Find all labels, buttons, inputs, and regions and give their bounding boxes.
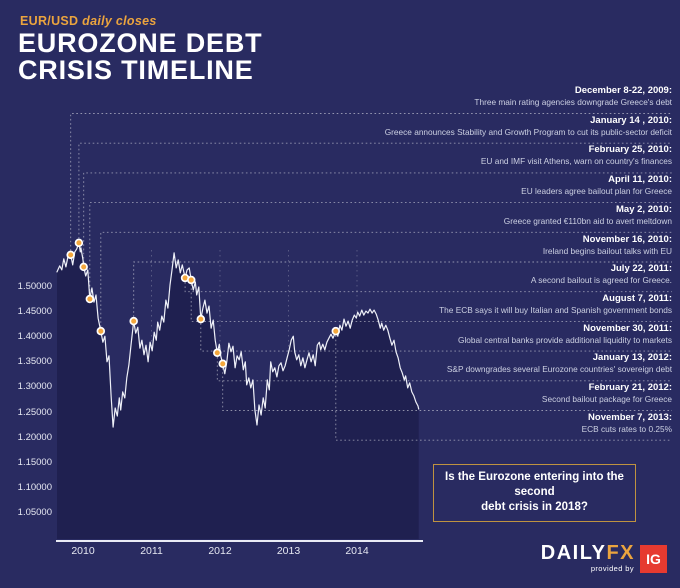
event-connector-line: [222, 363, 672, 411]
brand-wordmark: DAILYFX provided by: [541, 543, 635, 573]
ig-logo: IG: [640, 545, 667, 573]
event-row: November 7, 2013: ECB cuts rates to 0.25%: [242, 411, 672, 440]
event-date: May 2, 2010:: [616, 203, 672, 215]
event-date: August 7, 2011:: [602, 292, 672, 304]
chart-subtitle: EUR/USD daily closes: [20, 14, 157, 28]
event-row: February 21, 2012: Second bailout package…: [242, 381, 672, 410]
event-description: Greece announces Stability and Growth Pr…: [384, 126, 672, 137]
event-row: November 16, 2010: Ireland begins bailout…: [242, 233, 672, 262]
event-date: April 11, 2010:: [608, 174, 672, 186]
event-description: S&P downgrades several Eurozone countrie…: [446, 364, 672, 375]
y-tick-label: 1.35000: [17, 356, 52, 368]
y-tick-label: 1.20000: [17, 431, 52, 443]
x-tick-label: 2010: [71, 545, 95, 557]
event-marker-dot: [85, 294, 95, 304]
event-row: January 13, 2012: S&P downgrades several …: [242, 351, 672, 380]
y-tick-label: 1.25000: [17, 406, 52, 418]
event-date: November 30, 2011:: [583, 322, 672, 334]
event-row: January 14 , 2010: Greece announces Stabi…: [242, 114, 672, 143]
subtitle-daily-closes: daily closes: [82, 14, 157, 28]
event-row: April 11, 2010: EU leaders agree bailout …: [242, 173, 672, 202]
event-date: November 16, 2010:: [582, 233, 672, 245]
event-row: July 22, 2011: A second bailout is agreed…: [242, 262, 672, 291]
dailyfx-logo: DAILYFX provided by IG: [541, 543, 667, 573]
event-description: Three main rating agencies downgrade Gre…: [474, 97, 672, 107]
event-marker-dot: [66, 250, 75, 260]
event-row: December 8-22, 2009: Three main rating ag…: [242, 84, 672, 113]
event-row: August 7, 2011: The ECB says it will buy …: [242, 292, 672, 321]
event-marker-dot: [218, 359, 227, 369]
question-callout-box: Is the Eurozone entering into the second…: [433, 464, 636, 522]
event-description: Greece granted €110bn aid to avert meltd…: [503, 215, 672, 226]
event-description: Global central banks provide additional …: [458, 334, 672, 345]
event-connector-line: [335, 331, 672, 441]
event-marker-dot: [129, 316, 138, 326]
x-tick-label: 2011: [140, 545, 163, 557]
y-tick-label: 1.30000: [17, 381, 52, 393]
y-tick-label: 1.10000: [17, 481, 52, 493]
event-date: January 13, 2012:: [592, 352, 672, 364]
event-connector-line: [100, 231, 672, 332]
event-date: December 8-22, 2009:: [574, 85, 672, 96]
event-marker-dot: [79, 262, 88, 272]
y-tick-label: 1.40000: [17, 331, 52, 343]
event-date: February 25, 2010:: [588, 144, 672, 156]
event-marker-dot: [196, 314, 206, 324]
event-description: EU and IMF visit Athens, warn on country…: [480, 156, 672, 167]
question-line-1: Is the Eurozone entering into the second: [445, 471, 624, 498]
event-connector-line: [83, 172, 672, 267]
subtitle-pair: EUR/USD: [20, 14, 79, 28]
event-marker-dot: [96, 326, 106, 336]
event-connector-line: [216, 352, 672, 382]
event-connector-line: [133, 261, 672, 322]
brand-fx: FX: [606, 542, 635, 564]
event-marker-dot: [331, 326, 341, 336]
event-date: November 7, 2013:: [588, 411, 672, 423]
brand-daily: DAILY: [540, 542, 607, 564]
event-date: February 21, 2012:: [588, 382, 672, 393]
event-connector-line: [190, 280, 672, 322]
event-row: May 2, 2010: Greece granted €110bn aid to…: [242, 203, 672, 232]
y-tick-label: 1.45000: [17, 306, 52, 318]
x-tick-label: 2013: [276, 545, 301, 557]
event-description: EU leaders agree bailout plan for Greece: [521, 186, 672, 197]
event-marker-dot: [186, 275, 196, 285]
event-description: Second bailout package for Greece: [541, 394, 672, 404]
event-date: July 22, 2011:: [610, 263, 672, 275]
title-line-2: CRISIS TIMELINE: [18, 55, 254, 85]
event-description: A second bailout is agreed for Greece.: [530, 275, 672, 286]
event-connector-line: [89, 202, 672, 299]
event-date: January 14 , 2010:: [590, 114, 672, 126]
event-connector-line: [70, 113, 672, 255]
event-description: The ECB says it will buy Italian and Spa…: [439, 304, 672, 315]
question-line-2: debt crisis in 2018?: [481, 501, 588, 513]
event-marker-dot: [213, 348, 222, 358]
page-title: EUROZONE DEBT CRISIS TIMELINE: [18, 30, 262, 84]
y-tick-label: 1.50000: [17, 281, 52, 292]
event-connector-line: [184, 278, 672, 293]
y-tick-label: 1.15000: [17, 456, 52, 468]
y-tick-label: 1.05000: [17, 506, 52, 518]
title-line-1: EUROZONE DEBT: [18, 28, 263, 58]
eurusd-price-line: [56, 242, 420, 428]
x-tick-label: 2014: [345, 545, 369, 557]
area-fill: [57, 242, 419, 540]
event-row: November 30, 2011: Global central banks p…: [242, 322, 672, 351]
event-row: February 25, 2010: EU and IMF visit Athen…: [242, 143, 672, 172]
x-tick-label: 2012: [208, 545, 232, 557]
provided-by-label: provided by: [590, 564, 634, 573]
event-marker-dot: [74, 238, 84, 248]
event-description: ECB cuts rates to 0.25%: [581, 423, 672, 434]
event-description: Ireland begins bailout talks with EU: [542, 245, 672, 256]
